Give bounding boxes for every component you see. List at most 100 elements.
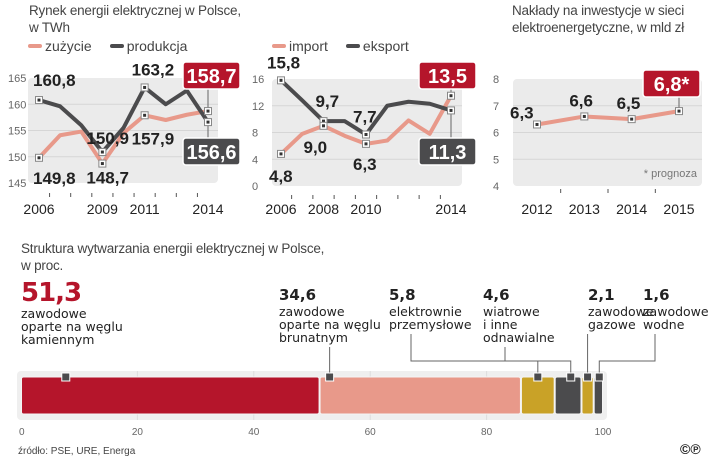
segment-value: 2,1 <box>588 286 615 304</box>
segment-value: 5,8 <box>389 286 416 304</box>
data-label: 7,7 <box>353 108 377 127</box>
series-line-zużycie <box>37 109 210 166</box>
value-box-label: 6,8* <box>654 74 690 96</box>
segment-label: 51,3 zawodowe oparte na węglu kamiennym <box>21 279 123 346</box>
structure-title-line1: Struktura wytwarzania energii elektryczn… <box>21 241 325 256</box>
point-marker-dot <box>143 113 147 117</box>
chart1-legend: zużycie produkcja <box>28 38 205 54</box>
segment-marker <box>325 372 335 382</box>
chart3-title: Nakłady na inwestycje w sieci elektroene… <box>512 2 684 36</box>
legend-swatch-salmon <box>28 44 42 48</box>
segment-value: 34,6 <box>279 286 317 304</box>
segment-label-line: zawodowe <box>643 304 709 319</box>
y-tick-label: 155 <box>8 126 26 138</box>
y-tick-label: 145 <box>8 178 26 190</box>
structure-title: Struktura wytwarzania energii elektryczn… <box>21 240 324 274</box>
segment-label-line: kamiennym <box>21 332 95 347</box>
stacked-bar-chart: 0 20 40 60 80 100 <box>17 334 656 438</box>
segment-label-line: zawodowe <box>588 304 654 319</box>
segment-value: 1,6 <box>643 286 670 304</box>
point-marker-dot <box>279 78 283 82</box>
point-marker-dot <box>322 124 325 128</box>
x-tick-label: 0 <box>19 427 25 438</box>
point-marker-dot <box>279 152 283 156</box>
point-marker-dot <box>100 162 104 166</box>
segment-marker <box>533 372 543 382</box>
data-label: 163,2 <box>132 60 175 79</box>
segment-label-line: gazowe <box>588 317 636 332</box>
segment-label-line: brunatnym <box>279 330 348 345</box>
point-marker-dot <box>364 133 368 137</box>
bar-segment <box>593 376 603 415</box>
y-tick-label: 160 <box>8 99 26 111</box>
source-note: źródło: PSE, URE, Energa <box>18 446 136 457</box>
x-tick-label: 100 <box>595 427 612 438</box>
x-tick-label: 2013 <box>569 201 600 217</box>
line-chart-1: 145 150 155 160 165 2006 2009 2011 2014 160,8 149,… <box>8 60 241 217</box>
point-marker-dot <box>630 117 634 121</box>
point-marker-dot <box>143 85 147 89</box>
data-label: 6,5 <box>617 94 641 113</box>
data-label: 15,8 <box>267 53 300 72</box>
agency-logo: ©℗ <box>680 441 701 457</box>
bar-segment <box>319 376 521 415</box>
value-box <box>418 137 477 166</box>
segment-marker <box>61 372 71 382</box>
bar-segment <box>520 376 555 415</box>
leader-line <box>598 334 656 377</box>
leader-line <box>410 334 539 377</box>
x-tick-label: 2011 <box>130 201 160 217</box>
y-tick-label: 165 <box>8 73 26 85</box>
value-box-label: 13,5 <box>428 66 467 88</box>
x-tick-label: 2008 <box>308 201 339 217</box>
line-chart-3: 4 5 6 7 8 2012 2013 2014 2015 6,3 6,6 6,5 6,8* * prog… <box>493 69 702 217</box>
chart3-title-line1: Nakłady na inwestycje w sieci <box>512 3 685 18</box>
line-chart-2: 0 4 8 12 16 2006 2008 2010 2014 15,8 4,8 9,7 9,0 7,7 6… <box>252 53 477 217</box>
data-label: 160,8 <box>33 71 76 90</box>
legend-label: produkcja <box>126 38 188 54</box>
y-tick-label: 6 <box>493 128 499 140</box>
x-tick-label: 2014 <box>435 201 466 217</box>
segment-value: 4,6 <box>483 286 510 304</box>
x-tick-label: 2014 <box>616 201 647 217</box>
value-box <box>418 61 477 90</box>
segment-label-line: oparte na węglu <box>279 317 381 332</box>
segment-label-line: odnawialne <box>483 330 555 345</box>
segment-label: 4,6 wiatrowe i inne odnawialne <box>483 285 555 344</box>
x-tick-label: 2015 <box>663 201 694 217</box>
footnote: * prognoza <box>644 168 698 180</box>
point-marker-dot <box>364 142 368 146</box>
chart1-title: Rynek energii elektrycznej w Polsce, w T… <box>29 2 241 36</box>
y-tick-label: 4 <box>493 181 499 193</box>
series-line-nakłady <box>535 109 681 127</box>
leader-line <box>504 347 572 377</box>
data-label: 6,3 <box>353 155 377 174</box>
segment-value: 51,3 <box>21 278 82 308</box>
data-label: 148,7 <box>86 169 129 188</box>
legend-label: eksport <box>362 38 409 54</box>
segment-label-line: wodne <box>643 317 685 332</box>
legend-item-produkcja: produkcja <box>109 38 188 54</box>
y-tick-label: 8 <box>252 128 258 140</box>
legend-item-zuzycie: zużycie <box>28 38 92 54</box>
data-label: 149,8 <box>33 169 76 188</box>
y-tick-label: 16 <box>252 74 264 86</box>
x-tick-label: 2009 <box>87 201 118 217</box>
series-line-produkcja <box>37 85 210 155</box>
legend-label: import <box>289 38 328 54</box>
point-marker-dot <box>449 94 453 98</box>
y-tick-label: 4 <box>252 154 258 166</box>
x-tick-label: 2006 <box>265 201 296 217</box>
point-marker-dot <box>449 108 453 112</box>
y-tick-label: 5 <box>493 154 499 166</box>
structure-title-line2: w proc. <box>21 258 64 273</box>
chart3-title-line2: elektroenergetyczne, w mld zł <box>512 20 685 35</box>
x-tick-label: 2012 <box>521 201 552 217</box>
segment-label-line: zawodowe <box>279 304 345 319</box>
x-tick-label: 20 <box>132 427 144 438</box>
point-marker-dot <box>100 150 104 154</box>
y-tick-label: 7 <box>493 101 499 113</box>
segment-label: 34,6 zawodowe oparte na węglu brunatnym <box>279 285 381 344</box>
segment-label: 1,6 zawodowe wodne <box>643 285 709 331</box>
legend-swatch-dark <box>109 44 124 48</box>
